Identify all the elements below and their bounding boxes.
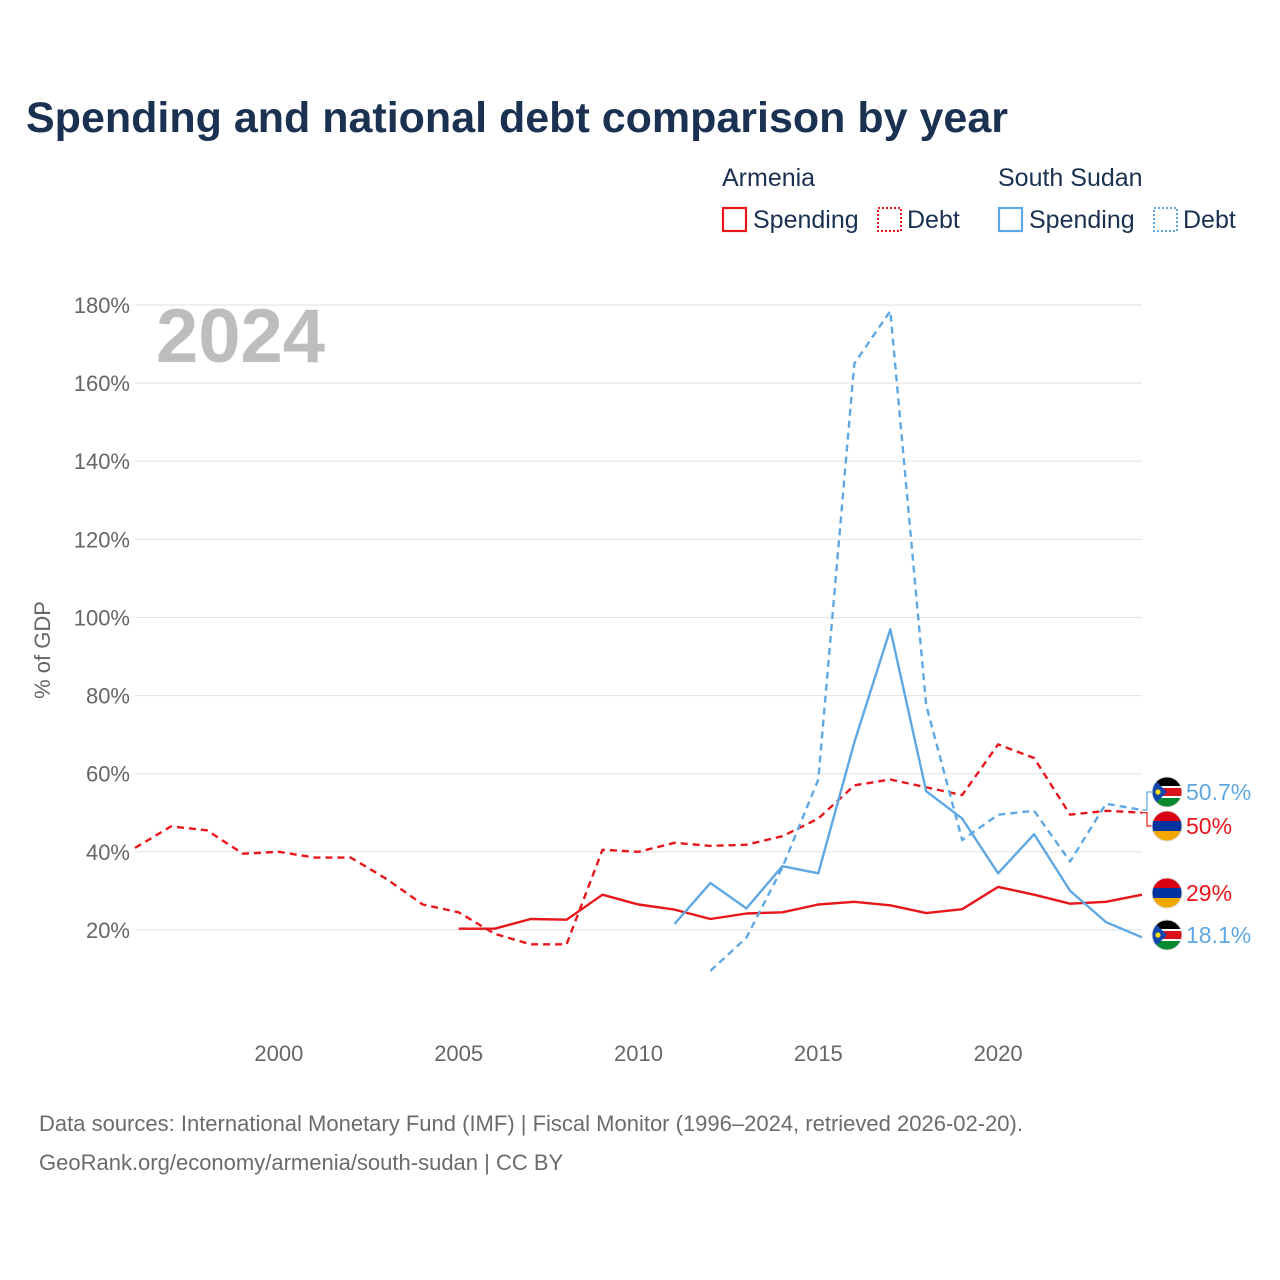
series-line-south-sudan-spending <box>673 628 1143 939</box>
end-labels: 50.7% 50% 29% 18.1% <box>1142 776 1251 951</box>
armenia-flag-icon <box>1151 810 1183 842</box>
y-axis-ticks: 20% 40% 60% 80% 100% 120% 140% 160% 180% <box>74 293 130 943</box>
legend-label-armenia-debt: Debt <box>907 206 960 234</box>
legend-group-south-sudan: South Sudan <box>998 164 1143 192</box>
end-label-connector <box>1142 812 1152 827</box>
year-watermark: 2024 <box>156 294 325 379</box>
legend-swatch-armenia-debt <box>877 207 902 232</box>
y-tick-label: 80% <box>86 684 130 709</box>
x-axis-ticks: 2000 2005 2010 2015 2020 <box>254 1041 1022 1066</box>
end-label-value: 29% <box>1186 880 1232 906</box>
y-tick-label: 100% <box>74 605 130 630</box>
end-label-connector <box>1142 791 1152 811</box>
legend-swatch-south-sudan-debt <box>1153 207 1178 232</box>
x-tick-label: 2010 <box>614 1041 663 1066</box>
legend: Armenia Spending Debt South Sudan Spendi… <box>721 164 1236 234</box>
legend-group-armenia: Armenia <box>722 164 815 192</box>
legend-label-south-sudan-spending: Spending <box>1029 206 1135 234</box>
footer-sources: Data sources: International Monetary Fun… <box>39 1111 1023 1136</box>
footer-credit: GeoRank.org/economy/armenia/south-sudan … <box>39 1150 564 1175</box>
legend-label-armenia-spending: Spending <box>753 206 859 234</box>
series-lines <box>134 309 1143 972</box>
legend-swatch-south-sudan-spending <box>997 206 1024 233</box>
south-sudan-flag-icon <box>1151 776 1183 808</box>
x-tick-label: 2000 <box>254 1041 303 1066</box>
y-tick-label: 140% <box>74 449 130 474</box>
legend-swatch-armenia-spending <box>721 206 748 233</box>
y-tick-label: 160% <box>74 371 130 396</box>
end-label-value: 50.7% <box>1186 779 1251 805</box>
chart-title: Spending and national debt comparison by… <box>26 94 1008 142</box>
x-tick-label: 2005 <box>434 1041 483 1066</box>
y-tick-label: 60% <box>86 762 130 787</box>
y-tick-label: 40% <box>86 840 130 865</box>
y-axis-label: % of GDP <box>30 601 55 699</box>
end-label-value: 50% <box>1186 813 1232 839</box>
end-label-value: 18.1% <box>1186 922 1251 948</box>
y-tick-label: 180% <box>74 293 130 318</box>
series-line-south-sudan-debt <box>709 309 1143 972</box>
y-tick-label: 120% <box>74 527 130 552</box>
y-tick-label: 20% <box>86 918 130 943</box>
x-tick-label: 2020 <box>974 1041 1023 1066</box>
series-line-armenia-debt <box>134 743 1143 946</box>
legend-label-south-sudan-debt: Debt <box>1183 206 1236 234</box>
south-sudan-flag-icon <box>1151 919 1183 951</box>
armenia-flag-icon <box>1151 877 1183 909</box>
x-tick-label: 2015 <box>794 1041 843 1066</box>
series-line-armenia-spending <box>458 885 1143 930</box>
gridlines <box>135 304 1142 931</box>
